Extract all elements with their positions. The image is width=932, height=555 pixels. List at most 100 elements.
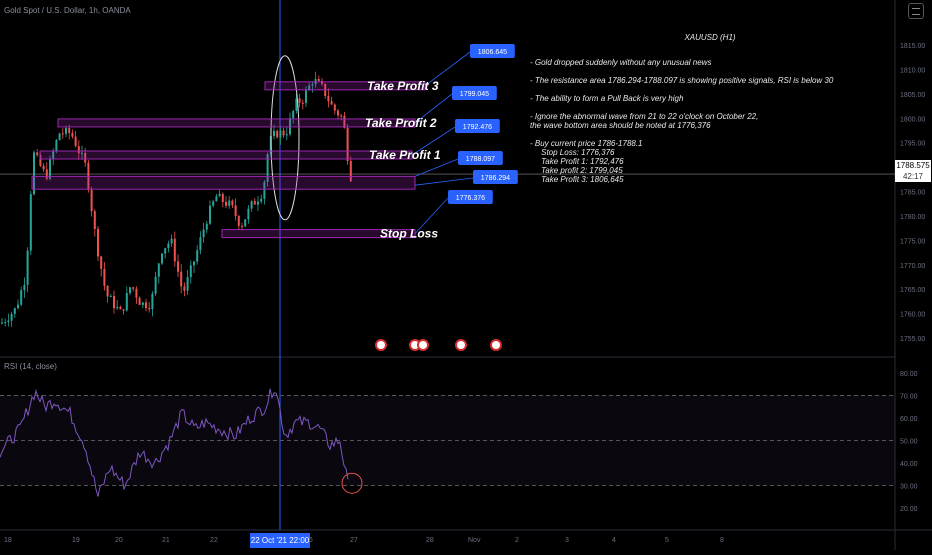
level-connector	[414, 93, 453, 124]
time-axis-label: 21	[162, 537, 170, 544]
economic-event-icon	[455, 339, 467, 351]
candle-body	[241, 225, 243, 227]
candle-body	[266, 154, 269, 182]
rsi-axis-label: 20.00	[900, 506, 918, 513]
time-axis-label: 5	[665, 537, 669, 544]
candle-body	[61, 133, 64, 135]
candle-body	[346, 127, 349, 162]
candle-body	[7, 320, 10, 322]
notes-line: - Gold dropped suddenly without any unus…	[530, 58, 712, 67]
level-price-label: 1799.045	[460, 91, 489, 98]
screenshot-icon[interactable]	[908, 3, 924, 19]
candle-body	[183, 286, 186, 291]
candle-body	[177, 261, 179, 272]
candle-body	[39, 155, 42, 166]
candle-body	[282, 130, 285, 136]
time-axis-label: 8	[720, 537, 724, 544]
candle-body	[228, 200, 231, 206]
candle-body	[52, 151, 55, 160]
level-price-box	[473, 170, 518, 184]
symbol-title: Gold Spot / U.S. Dollar, 1h, OANDA	[4, 6, 131, 15]
candle-body	[65, 128, 67, 134]
candle-body	[90, 189, 93, 212]
crosshair-date-badge: 22 Oct '21 22:00	[250, 533, 310, 548]
time-axis-label: 4	[612, 537, 616, 544]
candle-body	[36, 152, 39, 156]
notes-line: Take Profit 3: 1806,645	[530, 175, 624, 184]
candle-body	[215, 196, 218, 202]
candle-body	[84, 152, 87, 163]
resistance-zone	[31, 175, 416, 190]
candle-body	[225, 202, 227, 206]
candle-body	[186, 277, 189, 291]
rsi-axis-label: 30.00	[900, 484, 918, 491]
notes-line: - The ability to form a Pull Back is ver…	[530, 94, 684, 103]
candle-body	[13, 308, 16, 314]
candle-body	[71, 132, 74, 137]
candle-body	[103, 268, 106, 286]
candle-body	[260, 198, 263, 202]
candle-body	[292, 110, 295, 119]
level-connector	[424, 51, 471, 87]
analysis-notes: XAUUSD (H1) - Gold dropped suddenly with…	[530, 33, 860, 184]
economic-event-icon	[490, 339, 502, 351]
level-connector	[414, 158, 459, 177]
candle-body	[157, 263, 160, 277]
notes-line: the wave bottom area should be noted at …	[530, 121, 711, 130]
level-price-label: 1788.097	[466, 156, 495, 163]
candle-body	[189, 265, 192, 278]
notes-line: - The resistance area 1786.294-1788.097 …	[530, 76, 834, 85]
candle-body	[340, 115, 343, 117]
candle-body	[68, 128, 71, 133]
candle-body	[132, 287, 135, 289]
candle-body	[247, 208, 250, 220]
rsi-axis-label: 70.00	[900, 394, 918, 401]
candle-body	[349, 161, 352, 182]
price-axis-label: 1810.00	[900, 67, 925, 74]
candle-body	[285, 134, 288, 136]
level-zone	[39, 150, 413, 160]
time-axis-label: 20	[115, 537, 123, 544]
notes-line	[530, 85, 860, 94]
candle-body	[129, 287, 131, 294]
candle-body	[151, 293, 154, 310]
candle-body	[218, 193, 221, 197]
candle-body	[257, 201, 259, 205]
time-axis-label: 27	[350, 537, 358, 544]
candle-body	[1, 322, 3, 324]
candle-body	[209, 205, 211, 224]
level-price-box	[455, 119, 500, 133]
candle-body	[161, 253, 163, 264]
candle-body	[122, 309, 125, 311]
time-axis-label: 19	[72, 537, 80, 544]
candle-body	[212, 201, 215, 206]
level-name-label: Stop Loss	[380, 227, 438, 241]
price-axis-label: 1795.00	[900, 141, 925, 148]
level-name-label: Take Profit 1	[369, 148, 441, 162]
notes-lines: - Gold dropped suddenly without any unus…	[530, 58, 860, 184]
candle-body	[305, 90, 307, 103]
candle-body	[100, 256, 103, 269]
candle-body	[289, 118, 291, 135]
rsi-line	[0, 388, 349, 497]
candle-body	[154, 276, 157, 294]
rsi-highlight-circle	[341, 472, 363, 494]
price-axis-label: 1785.00	[900, 190, 925, 197]
candle-body	[321, 80, 323, 84]
candle-body	[116, 306, 119, 309]
candle-body	[145, 302, 147, 309]
rsi-indicator-label: RSI (14, close)	[4, 362, 57, 371]
level-price-label: 1806.645	[478, 49, 507, 56]
candle-body	[327, 96, 330, 102]
price-axis-label: 1805.00	[900, 92, 925, 99]
candle-body	[93, 211, 96, 229]
candle-body	[17, 304, 19, 309]
candle-body	[311, 84, 314, 86]
level-price-box	[470, 44, 515, 58]
current-price-tag: 1788.575 42:17	[895, 160, 931, 182]
candle-body	[20, 290, 23, 305]
candle-body	[231, 200, 234, 206]
candle-body	[193, 261, 195, 266]
